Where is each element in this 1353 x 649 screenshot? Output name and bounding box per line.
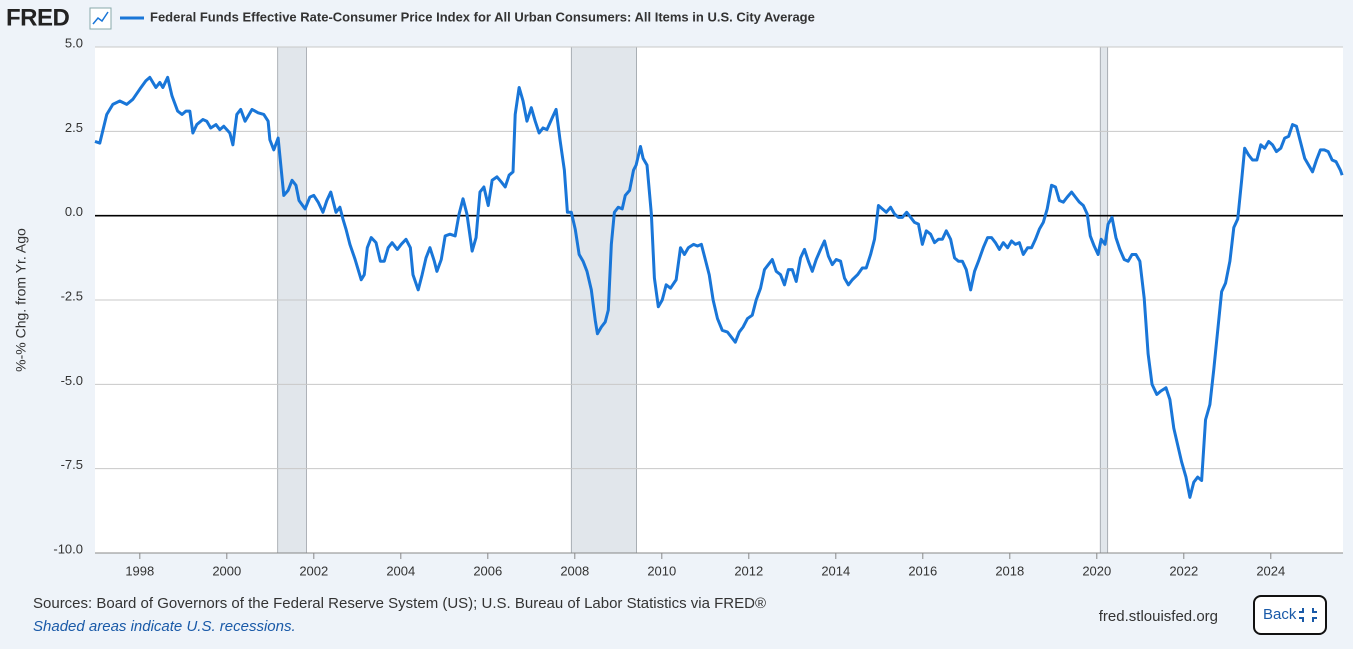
x-tick-label: 2016 — [908, 563, 937, 578]
logo: FRED — [6, 4, 70, 31]
back-button-label[interactable]: Back — [1263, 606, 1297, 623]
y-tick-label: -2.5 — [61, 288, 83, 303]
legend-label: Federal Funds Effective Rate-Consumer Pr… — [150, 9, 815, 24]
logo-icon — [89, 7, 112, 30]
y-tick-label: 2.5 — [65, 120, 83, 135]
x-tick-label: 2020 — [1082, 563, 1111, 578]
source-url: fred.stlouisfed.org — [1099, 608, 1218, 625]
y-tick-label: -5.0 — [61, 373, 83, 388]
y-tick-label: -10.0 — [53, 541, 83, 556]
x-tick-label: 2012 — [734, 563, 763, 578]
x-tick-label: 2002 — [299, 563, 328, 578]
x-tick-label: 2018 — [995, 563, 1024, 578]
x-tick-label: 2004 — [386, 563, 415, 578]
back-button[interactable]: Back — [1253, 595, 1327, 635]
x-tick-label: 1998 — [125, 563, 154, 578]
x-tick-label: 2024 — [1256, 563, 1285, 578]
x-tick-label: 2006 — [473, 563, 502, 578]
y-axis-label: %-% Chg. from Yr. Ago — [13, 228, 29, 372]
x-tick-label: 2010 — [647, 563, 676, 578]
recession-note: Shaded areas indicate U.S. recessions. — [33, 618, 296, 635]
x-tick-label: 2022 — [1169, 563, 1198, 578]
x-tick-label: 2014 — [821, 563, 850, 578]
back-button-frame[interactable] — [1253, 595, 1327, 635]
plot-layer: 5.0 2.5 0.0 -2.5 -5.0 -7.5 -10.0 1998 2000 2002 20… — [53, 35, 1344, 578]
y-tick-label: 5.0 — [65, 35, 83, 50]
y-tick-label: -7.5 — [61, 457, 83, 472]
x-tick-label: 2000 — [212, 563, 241, 578]
back-button-icon[interactable] — [1299, 608, 1317, 622]
sources: Sources: Board of Governors of the Feder… — [33, 595, 766, 612]
x-tick-label: 2008 — [560, 563, 589, 578]
y-tick-label: 0.0 — [65, 204, 83, 219]
series-line — [94, 75, 1344, 499]
